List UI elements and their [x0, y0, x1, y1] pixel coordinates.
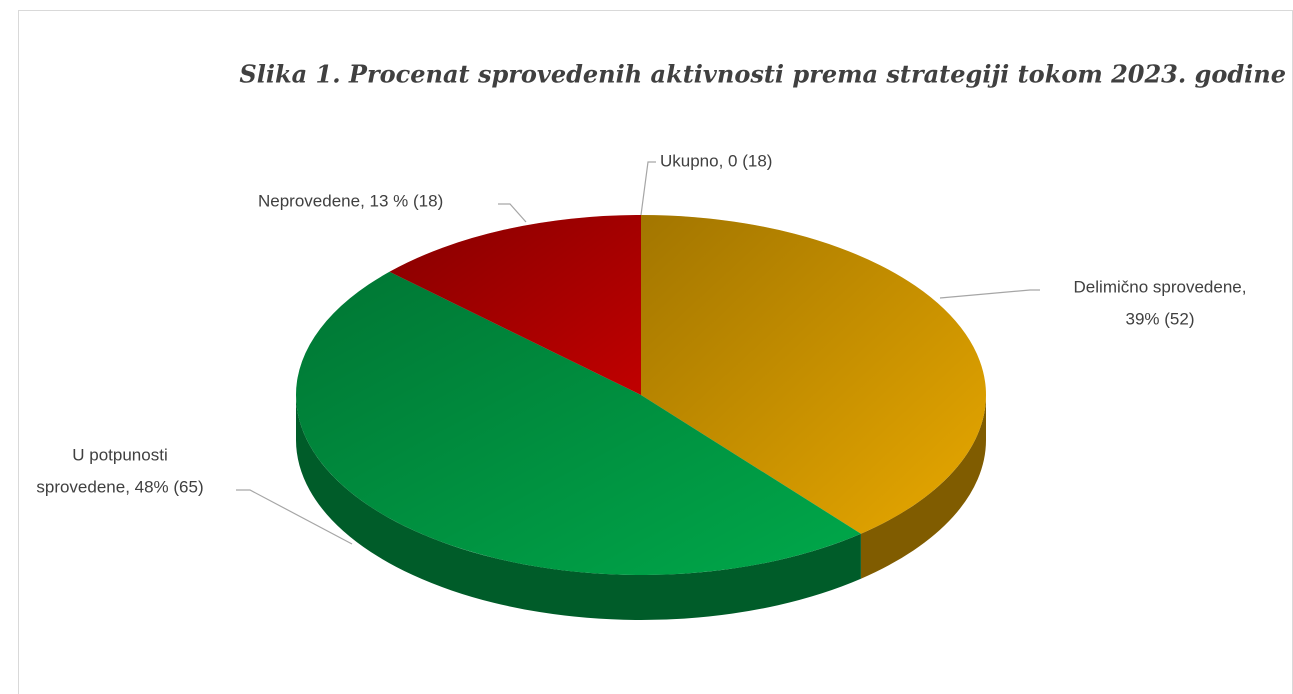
labels: Ukupno, 0 (18) Delimično sprovedene, 39% (…: [36, 151, 1247, 545]
leader-line: [236, 489, 353, 545]
leader-line: [498, 203, 527, 223]
slice-shade: [296, 271, 861, 575]
data-label: Delimično sprovedene,: [1074, 277, 1247, 296]
slice-side: [296, 395, 861, 620]
slice-shade: [641, 215, 986, 534]
data-label: 39% (52): [1126, 309, 1195, 328]
pie: [296, 215, 986, 620]
leader-line: [640, 161, 656, 216]
leader-line: [939, 289, 1040, 299]
data-label: Neprovedene, 13 % (18): [258, 191, 443, 210]
data-label: sprovedene, 48% (65): [36, 477, 203, 496]
data-label: Ukupno, 0 (18): [660, 151, 772, 170]
data-label: U potpunosti: [72, 445, 167, 464]
slice-side: [860, 395, 986, 579]
slice-shade: [389, 215, 641, 395]
chart-title: Slika 1. Procenat sprovedenih aktivnosti…: [239, 60, 1286, 89]
